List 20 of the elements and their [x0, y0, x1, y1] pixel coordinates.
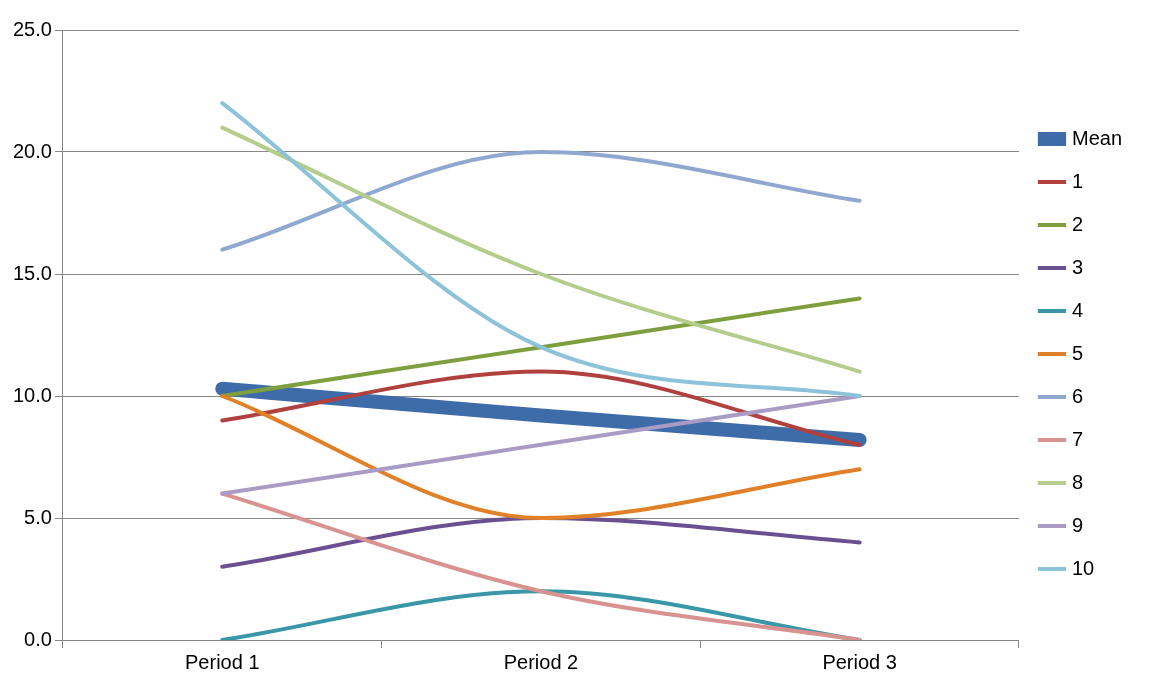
x-tick-label: Period 3 — [822, 650, 897, 673]
legend-label: 9 — [1071, 513, 1084, 536]
x-tick-label: Period 1 — [185, 650, 260, 673]
y-tick-label: 0.0 — [24, 627, 52, 650]
y-tick-label: 10.0 — [12, 383, 52, 406]
legend-label: 4 — [1071, 298, 1084, 321]
legend-label: 5 — [1071, 341, 1084, 364]
legend-label: 3 — [1071, 255, 1084, 278]
y-tick-label: 5.0 — [24, 505, 52, 528]
legend-label: 7 — [1071, 427, 1084, 450]
legend-label: 8 — [1071, 470, 1084, 493]
legend-label: 1 — [1071, 169, 1084, 192]
legend-label: 2 — [1071, 212, 1084, 235]
legend-label: Mean — [1071, 126, 1122, 149]
legend-label: 10 — [1071, 556, 1095, 579]
y-tick-label: 20.0 — [12, 139, 52, 162]
y-tick-label: 25.0 — [12, 17, 52, 40]
legend-label: 6 — [1071, 384, 1084, 407]
x-tick-label: Period 2 — [503, 650, 579, 673]
y-tick-label: 15.0 — [12, 261, 52, 284]
